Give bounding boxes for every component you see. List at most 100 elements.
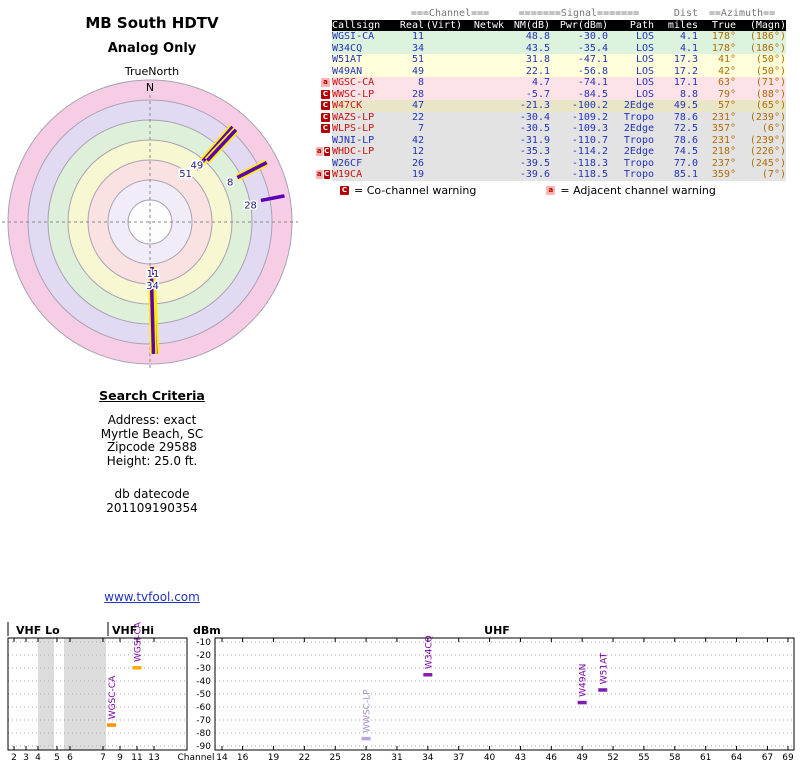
channel-tick-label: 55 (638, 753, 649, 763)
warning-badges (316, 54, 332, 66)
cell-network (462, 43, 504, 55)
cell-nm-db: -21.3 (519, 100, 550, 111)
cell-channel-real: 47 (411, 100, 424, 111)
table-row: C WWSC-LP 28 -5.7 -84.5 LOS 8.8 79° (88°) (316, 88, 786, 100)
channel-tick-label: 69 (782, 753, 794, 763)
channel-tick-label: 64 (731, 753, 743, 763)
cell-channel-virtual (424, 66, 462, 78)
channel-tick-label: 40 (484, 753, 496, 763)
band-label: UHF (484, 624, 510, 637)
cell-azimuth-magnetic: (239°) (749, 111, 786, 123)
station-label: W51AT (599, 652, 609, 684)
group-header-azimuth: ==Azimuth== (708, 8, 776, 19)
spacer (316, 20, 332, 32)
cell-azimuth-magnetic: (239°) (749, 134, 786, 146)
cell-path: Tropo (623, 134, 654, 146)
cell-azimuth-magnetic: (88°) (755, 88, 786, 100)
cell-azimuth-magnetic: (226°) (749, 146, 786, 157)
tvfool-link[interactable]: www.tvfool.com (104, 590, 200, 604)
warning-badge-cochannel: C (323, 147, 330, 157)
cell-azimuth-magnetic: (71°) (755, 77, 786, 88)
channel-axis-label: Channel (178, 753, 215, 763)
table-row: W26CF 26 -39.5 -118.3 Tropo 77.0 237° (245°) (316, 157, 786, 170)
search-criteria-lines: Address: exact Myrtle Beach, SC Zipcode 29… (20, 413, 284, 468)
table-row-values: WAZS-LP 22 -30.4 -109.2 Tropo 78.6 231° (239°) (332, 111, 786, 123)
warning-badges (316, 158, 332, 170)
dbm-tick-label: -80 (196, 729, 211, 739)
band-gap (38, 638, 54, 750)
station-label: WWSC-LP (363, 689, 373, 733)
table-row-values: W26CF 26 -39.5 -118.3 Tropo 77.0 237° (245°) (332, 157, 786, 169)
cell-distance-miles: 49.5 (673, 100, 698, 111)
report-subtitle: Analog Only (107, 41, 197, 56)
cell-path: LOS (635, 54, 654, 65)
channel-tick-label: 11 (131, 753, 142, 763)
search-criteria-line: Height: 25.0 ft. (106, 453, 198, 468)
table-row-values: W49AN 49 22.1 -56.8 LOS 17.2 42° (50°) (332, 65, 786, 78)
channel-tick-label: 13 (148, 753, 159, 763)
cell-path: 2Edge (623, 146, 654, 157)
spacer (316, 8, 332, 20)
cell-azimuth-magnetic: (50°) (755, 54, 786, 65)
cell-azimuth-true: 178° (711, 42, 736, 54)
table-row-values: W34CQ 34 43.5 -35.4 LOS 4.1 178° (186°) (332, 42, 786, 55)
channel-tick-label: 3 (23, 753, 29, 763)
legend-item: C = Co-channel warning (340, 184, 476, 197)
column-header: Pwr(dBm) (559, 19, 608, 31)
channel-tick-label: 46 (546, 753, 558, 763)
warning-badge-cochannel: C (321, 112, 330, 122)
cell-path: 2Edge (623, 123, 654, 134)
cell-callsign: W26CF (332, 157, 363, 169)
cell-power-dbm: -118.5 (571, 169, 608, 180)
cell-azimuth-true: 231° (711, 134, 736, 146)
column-header: Netwk (473, 19, 504, 31)
cell-nm-db: -39.5 (519, 157, 550, 169)
cell-nm-db: 22.1 (525, 65, 550, 77)
search-criteria-title: Search Criteria (99, 388, 205, 403)
cell-distance-miles: 8.8 (679, 88, 698, 100)
group-header-dist: Dist (673, 8, 698, 19)
cell-channel-real: 12 (411, 146, 424, 157)
cell-network (462, 146, 504, 158)
cell-callsign: WWSC-LP (332, 88, 375, 100)
cell-distance-miles: 17.3 (673, 54, 698, 65)
cell-callsign: W19CA (332, 169, 363, 180)
signal-bar (149, 278, 156, 355)
station-label: W49AN (579, 664, 589, 697)
station-channel-label: 51 (179, 169, 192, 180)
table-row-values: W19CA 19 -39.6 -118.5 Tropo 85.1 359° (7°) (332, 169, 786, 181)
dbm-tick-label: -90 (196, 742, 211, 752)
legend-item: a = Adjacent channel warning (546, 184, 716, 197)
cell-nm-db: 43.5 (525, 42, 550, 54)
cell-callsign: WGSC-CA (332, 77, 375, 88)
cell-azimuth-true: 79° (717, 88, 736, 100)
cell-path: LOS (635, 42, 654, 54)
column-header: (Magn) (749, 19, 786, 31)
channel-tick-label: 31 (391, 753, 402, 763)
warning-badge-cochannel: C (321, 124, 330, 134)
cell-channel-real: 19 (411, 169, 424, 180)
cell-path: LOS (635, 31, 654, 42)
cell-azimuth-magnetic: (7°) (761, 169, 786, 180)
signal-bar (260, 194, 285, 203)
cell-channel-real: 51 (411, 54, 424, 65)
channel-tick-label: 19 (268, 753, 280, 763)
signal-marker (598, 688, 608, 692)
search-criteria: Search Criteria Address: exact Myrtle Bea… (20, 388, 284, 515)
channel-tick-label: 67 (762, 753, 773, 763)
cell-azimuth-magnetic: (186°) (749, 31, 786, 42)
column-header: NM(dB) (513, 19, 550, 31)
channel-tick-label: 25 (329, 753, 340, 763)
cell-azimuth-true: 178° (711, 31, 736, 42)
cell-azimuth-magnetic: (50°) (755, 65, 786, 77)
dbm-tick-label: -20 (196, 651, 211, 661)
cell-path: Tropo (623, 157, 654, 169)
cell-channel-virtual (424, 169, 462, 181)
cell-path: 2Edge (623, 100, 654, 111)
cell-channel-real: 22 (411, 111, 424, 123)
signal-marker (107, 723, 116, 727)
warning-badge-cochannel: C (323, 170, 330, 180)
warning-badge-adjacent: a (316, 170, 323, 180)
cell-power-dbm: -30.0 (577, 31, 608, 42)
